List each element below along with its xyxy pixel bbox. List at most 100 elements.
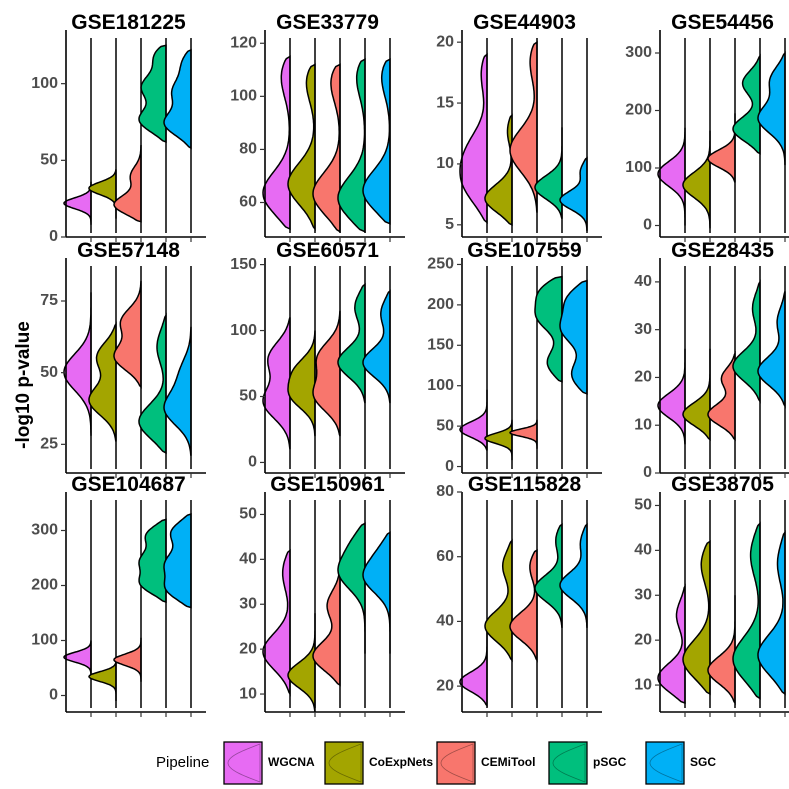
- panel-title: GSE104687: [71, 473, 185, 496]
- y-tick-label: 15: [436, 94, 454, 111]
- violin-wgcna: [262, 317, 291, 450]
- legend-label: SGC: [690, 755, 716, 769]
- y-tick-label: 5: [445, 216, 454, 233]
- y-tick-label: 200: [31, 577, 58, 594]
- panel-title: GSE107559: [467, 239, 581, 262]
- violin-coexpnets: [287, 330, 316, 437]
- violin-sgc: [362, 289, 391, 404]
- y-tick-label: 40: [634, 542, 652, 559]
- panel-gse28435: GSE28435 0 10 20 30 40: [634, 239, 789, 481]
- violin-sgc: [757, 530, 786, 696]
- y-tick-label: 75: [40, 292, 58, 309]
- y-tick-label: 10: [436, 155, 454, 172]
- panel-gse150961: GSE150961 10 20 30 40 50: [239, 473, 405, 717]
- violin-sgc: [757, 291, 786, 409]
- violin-psgc: [337, 57, 366, 233]
- violin-wgcna: [63, 181, 92, 225]
- y-tick-label: 20: [239, 640, 257, 657]
- legend-label: CEMiTool: [481, 755, 535, 769]
- violin-cemitool: [707, 350, 736, 442]
- y-tick-label: 0: [248, 454, 257, 471]
- violin-wgcna: [657, 583, 686, 705]
- y-tick-label: 60: [239, 194, 257, 211]
- panel-gse38705: GSE38705 10 20 30 40 50: [634, 473, 789, 717]
- legend-label: CoExpNets: [369, 755, 433, 769]
- violin-coexpnets: [484, 419, 513, 461]
- legend-label: pSGC: [593, 755, 627, 769]
- legend-swatch-glyph: [227, 743, 261, 783]
- y-tick-label: 150: [427, 337, 454, 354]
- violin-cemitool: [509, 40, 538, 213]
- panel-gse60571: GSE60571 0 50 100 150: [230, 239, 405, 478]
- violin-coexpnets: [287, 63, 316, 232]
- violin-psgc: [337, 522, 366, 654]
- panel-title: GSE60571: [276, 239, 379, 262]
- y-tick-label: 50: [40, 152, 58, 169]
- y-tick-label: 25: [40, 436, 58, 453]
- violin-wgcna: [657, 348, 686, 445]
- violin-wgcna: [657, 127, 686, 226]
- violin-coexpnets: [484, 538, 513, 663]
- panel-title: GSE33779: [276, 11, 379, 34]
- y-tick-label: 150: [230, 256, 257, 273]
- panel-gse115828: GSE115828 20 40 60 80: [436, 473, 602, 717]
- y-tick-label: 120: [230, 34, 257, 51]
- violin-cemitool: [312, 63, 341, 234]
- violin-sgc: [362, 531, 391, 654]
- y-tick-label: 0: [49, 687, 58, 704]
- y-tick-label: 30: [634, 586, 652, 603]
- y-tick-label: 250: [427, 256, 454, 273]
- violin-cemitool: [707, 595, 736, 706]
- y-tick-label: 300: [625, 44, 652, 61]
- violin-cemitool: [312, 568, 341, 687]
- panel-title: GSE44903: [473, 11, 576, 34]
- violin-psgc: [534, 275, 563, 383]
- violin-sgc: [559, 156, 588, 231]
- violin-wgcna: [459, 389, 488, 451]
- panel-gse57148: GSE57148 25 50 75: [40, 239, 206, 478]
- violin-coexpnets: [682, 130, 711, 229]
- y-tick-label: 10: [239, 685, 257, 702]
- y-tick-label: 50: [40, 364, 58, 381]
- violin-cemitool: [509, 548, 538, 663]
- y-tick-label: 0: [643, 217, 652, 234]
- y-tick-label: 20: [436, 33, 454, 50]
- violin-psgc: [534, 127, 563, 219]
- y-tick-label: 100: [230, 322, 257, 339]
- violin-psgc: [138, 44, 167, 143]
- violin-coexpnets: [88, 321, 117, 442]
- y-tick-label: 40: [634, 273, 652, 290]
- violin-cemitool: [113, 637, 142, 682]
- panel-gse181225: GSE181225 0 50 100: [31, 11, 206, 245]
- y-tick-label: 20: [634, 369, 652, 386]
- violin-cemitool: [113, 280, 142, 389]
- violin-sgc: [163, 326, 192, 456]
- y-tick-label: 10: [634, 416, 652, 433]
- y-tick-label: 50: [239, 388, 257, 405]
- panel-title: GSE57148: [77, 239, 180, 262]
- violin-cemitool: [509, 419, 538, 449]
- y-tick-label: 0: [643, 464, 652, 481]
- panel-title: GSE38705: [671, 473, 774, 496]
- legend-item-cemitool: CEMiTool: [436, 741, 535, 785]
- y-tick-label: 10: [634, 676, 652, 693]
- violin-sgc: [163, 48, 192, 150]
- y-tick-label: 100: [625, 159, 652, 176]
- violin-psgc: [534, 522, 563, 629]
- legend-item-coexpnets: CoExpNets: [324, 741, 433, 785]
- violin-cemitool: [113, 145, 142, 223]
- legend: Pipeline WGCNA CoExpNets CEMiTool pSGC SGC: [156, 741, 716, 785]
- y-tick-label: 50: [436, 417, 454, 434]
- violin-coexpnets: [287, 613, 316, 713]
- y-tick-label: 100: [427, 377, 454, 394]
- violin-sgc: [757, 51, 786, 166]
- panel-gse104687: GSE104687 0 100 200 300: [31, 473, 206, 717]
- legend-item-sgc: SGC: [645, 741, 716, 785]
- y-tick-label: 100: [31, 75, 58, 92]
- violin-wgcna: [459, 627, 488, 708]
- panel-gse54456: GSE54456 0 100 200 300: [625, 11, 789, 242]
- legend-swatch-glyph: [552, 743, 586, 783]
- violin-psgc: [732, 521, 761, 700]
- panel-title: GSE115828: [468, 473, 582, 496]
